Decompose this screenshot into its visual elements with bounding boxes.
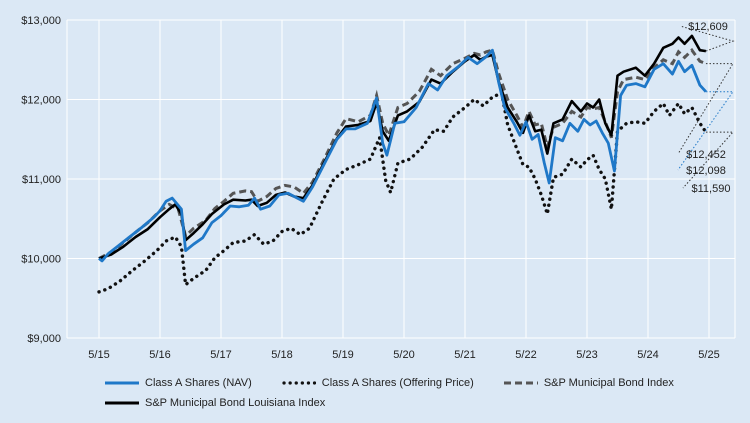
y-tick-label: $9,000 [27, 333, 61, 345]
legend-label-muni: S&P Municipal Bond Index [543, 377, 674, 389]
legend-label-nav: Class A Shares (NAV) [145, 377, 252, 389]
legend-swatch-muni [503, 381, 538, 385]
x-tick-label: 5/24 [637, 349, 658, 361]
legend-swatch-louisiana [105, 401, 139, 405]
x-tick-label: 5/23 [576, 349, 597, 361]
series-line-louisiana [98, 34, 707, 260]
x-tick-label: 5/20 [393, 349, 414, 361]
callout-leader-offering [682, 131, 735, 189]
series-line-nav [98, 48, 707, 263]
legend-swatch-nav [105, 381, 139, 385]
y-tick-label: $13,000 [21, 15, 61, 27]
y-tick-label: $12,000 [21, 95, 61, 107]
y-tick-label: $11,000 [22, 174, 61, 186]
x-tick-label: 5/19 [332, 349, 353, 361]
legend-label-offering: Class A Shares (Offering Price) [321, 377, 474, 389]
end-label-louisiana: $12,609 [688, 21, 728, 33]
x-tick-label: 5/17 [210, 349, 231, 361]
legend-item-louisiana: S&P Municipal Bond Louisiana Index [105, 397, 325, 409]
x-tick-label: 5/25 [698, 349, 719, 361]
y-tick-label: $10,000 [21, 254, 61, 266]
end-label-nav: $12,098 [686, 165, 726, 177]
series-line-muni [98, 47, 707, 260]
legend-item-muni: S&P Municipal Bond Index [503, 377, 674, 389]
callout-leader-louisiana [679, 25, 735, 52]
x-tick-label: 5/16 [149, 349, 170, 361]
x-tick-label: 5/22 [515, 349, 536, 361]
legend-label-louisiana: S&P Municipal Bond Louisiana Index [145, 397, 326, 409]
legend-item-nav: Class A Shares (NAV) [105, 377, 252, 389]
legend-item-offering: Class A Shares (Offering Price) [282, 377, 474, 389]
x-tick-label: 5/21 [454, 349, 475, 361]
end-label-offering: $11,590 [692, 183, 731, 195]
x-tick-label: 5/18 [271, 349, 292, 361]
end-label-muni: $12,452 [686, 149, 726, 161]
x-tick-label: 5/15 [88, 349, 109, 361]
legend-swatch-offering [282, 381, 316, 385]
legend: Class A Shares (NAV) Class A Shares (Off… [105, 373, 725, 413]
